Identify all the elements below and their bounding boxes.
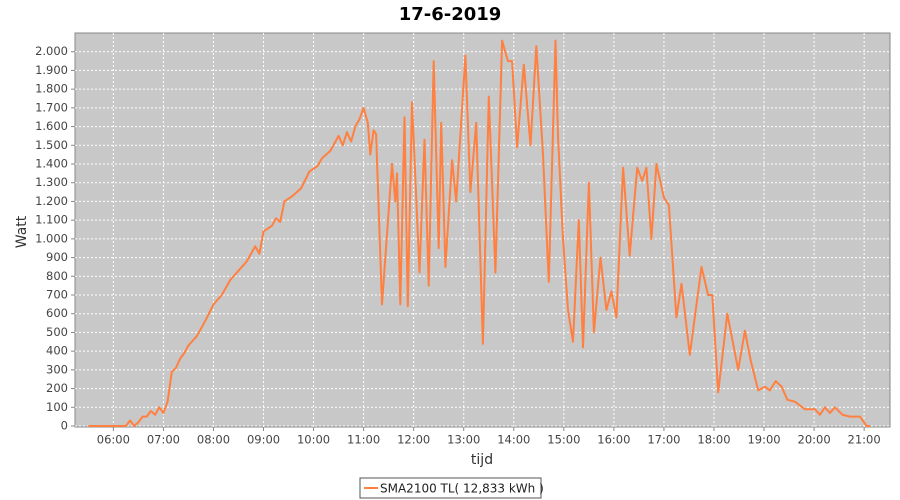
- x-tick-label: 12:00: [397, 433, 430, 447]
- x-tick-label: 07:00: [147, 433, 180, 447]
- x-tick-label: 15:00: [547, 433, 580, 447]
- y-tick-label: 1.100: [35, 213, 68, 227]
- x-tick-label: 09:00: [247, 433, 280, 447]
- x-tick-label: 19:00: [747, 433, 780, 447]
- y-tick-label: 500: [46, 325, 68, 339]
- y-tick-label: 1.500: [35, 138, 68, 152]
- legend: [359, 477, 542, 499]
- x-tick-label: 20:00: [798, 433, 831, 447]
- x-tick-label: 06:00: [97, 433, 130, 447]
- x-tick-label: 10:00: [297, 433, 330, 447]
- y-tick-label: 900: [46, 250, 68, 264]
- y-tick-label: 600: [46, 306, 68, 320]
- y-tick-label: 2.000: [35, 44, 68, 58]
- x-tick-label: 11:00: [347, 433, 380, 447]
- y-tick-label: 800: [46, 269, 68, 283]
- y-tick-label: 1.300: [35, 175, 68, 189]
- y-tick-label: 400: [46, 344, 68, 358]
- y-axis-label: Watt: [14, 215, 30, 248]
- x-tick-label: 18:00: [697, 433, 730, 447]
- y-tick-label: 1.700: [35, 100, 68, 114]
- y-tick-label: 200: [46, 381, 68, 395]
- x-tick-label: 08:00: [197, 433, 230, 447]
- legend-label: SMA2100 TL( 12,833 kWh ): [380, 482, 544, 496]
- y-tick-label: 700: [46, 288, 68, 302]
- y-tick-label: 0: [61, 419, 68, 433]
- x-tick-label: 16:00: [597, 433, 630, 447]
- y-tick-label: 1.900: [35, 63, 68, 77]
- plot-area: [74, 32, 891, 428]
- y-tick-label: 1.800: [35, 82, 68, 96]
- data-line: [88, 39, 870, 427]
- x-axis-label: tijd: [471, 452, 493, 468]
- y-tick-label: 1.600: [35, 119, 68, 133]
- y-tick-label: 1.000: [35, 231, 68, 245]
- x-tick-label: 17:00: [647, 433, 680, 447]
- x-tick-label: 14:00: [497, 433, 530, 447]
- y-tick-label: 1.400: [35, 157, 68, 171]
- chart-title: 17-6-2019: [399, 4, 502, 25]
- x-tick-label: 21:00: [848, 433, 881, 447]
- y-tick-label: 1.200: [35, 194, 68, 208]
- y-tick-label: 300: [46, 362, 68, 376]
- x-tick-label: 13:00: [447, 433, 480, 447]
- y-tick-label: 100: [46, 400, 68, 414]
